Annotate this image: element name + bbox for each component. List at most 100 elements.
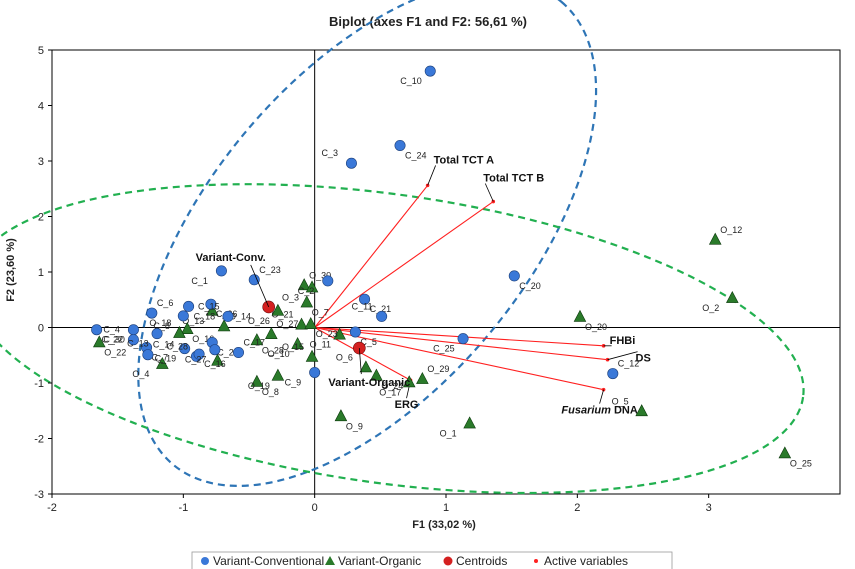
point-label: O_18 [149, 318, 171, 328]
variable-vector [314, 201, 494, 328]
legend-symbol-variables [534, 559, 538, 563]
point-label: O_25 [790, 458, 812, 468]
conventional-point [309, 366, 321, 378]
organic-point [265, 327, 278, 339]
conventional-point [193, 348, 205, 360]
point-label: C_16 [204, 359, 226, 369]
conventional-point [146, 307, 158, 319]
point-label: O_2 [702, 303, 719, 313]
variable-vector [314, 185, 429, 328]
conventional-point [394, 139, 406, 151]
conventional-point [222, 310, 234, 322]
point-label: C_14 [153, 340, 175, 350]
point-label: O_15 [282, 342, 304, 352]
point-label: O_10 [268, 349, 290, 359]
conventional-point [424, 65, 436, 77]
x-tick-label: 3 [706, 502, 712, 514]
x-tick-label: -1 [178, 502, 188, 514]
organic-point [573, 309, 587, 322]
conventional-point [345, 157, 357, 169]
point-label: C_15 [198, 301, 220, 311]
conventional-point [183, 300, 195, 312]
conventional-point [248, 274, 260, 286]
conventional-point [142, 349, 154, 361]
point-label: O_29 [427, 364, 449, 374]
point-label: C_29 [217, 347, 239, 357]
conventional-point [127, 324, 139, 336]
variable-leader [599, 389, 604, 404]
organic-point [291, 337, 304, 349]
point-label: C_17 [243, 337, 265, 347]
x-tick-label: 1 [443, 502, 449, 514]
point-label: O_28 [262, 345, 284, 355]
variable-label: DS [636, 353, 651, 365]
point-label: C_20 [519, 281, 541, 291]
point-label: O_14 [229, 311, 251, 321]
conventional-point [322, 275, 334, 287]
organic-point [295, 317, 308, 330]
y-tick-label: -3 [34, 489, 44, 501]
x-tick-label: 2 [574, 502, 580, 514]
x-tick-label: -2 [47, 502, 57, 514]
centroid-label: Variant-Conv. [196, 252, 266, 264]
organic-point [271, 368, 285, 381]
conventional-point [349, 326, 361, 338]
y-tick-label: 3 [38, 156, 44, 168]
point-label: C_21 [370, 304, 392, 314]
organic-point [92, 335, 106, 348]
point-label: C_2 [298, 286, 315, 296]
organic-point [304, 317, 318, 329]
legend-symbol-organic [325, 556, 335, 565]
legend-box [191, 551, 673, 569]
organic-point [416, 371, 429, 384]
confidence-ellipse-conventional [137, 0, 598, 487]
point-label: O_5 [612, 396, 629, 406]
organic-point [359, 360, 373, 373]
organic-point [180, 322, 194, 334]
point-label: C_6 [157, 298, 174, 308]
conventional-point [359, 293, 371, 305]
variable-label: ERG [395, 399, 419, 411]
organic-point [333, 327, 346, 340]
centroid-leader [358, 348, 362, 375]
variable-label: Fusarium DNA [561, 405, 637, 417]
point-label: C_1 [191, 276, 208, 286]
point-label: C_3 [321, 148, 338, 158]
chart-title: Biplot (axes F1 and F2: 56,61 %) [329, 14, 527, 29]
organic-point [708, 232, 722, 245]
point-label: O_6 [336, 352, 353, 362]
y-tick-label: -1 [34, 378, 44, 390]
point-label: C_7 [152, 352, 169, 362]
point-label: O_23 [316, 329, 338, 339]
point-label: O_12 [720, 225, 742, 235]
organic-point [205, 303, 219, 316]
variable-point [491, 199, 496, 204]
conventional-point [215, 265, 227, 277]
conventional-point [508, 270, 520, 282]
point-label: O_20 [585, 322, 607, 332]
variable-label: Total TCT A [434, 154, 495, 166]
point-label: O_17 [379, 387, 401, 397]
organic-point [250, 333, 264, 346]
variable-label: FHBi [610, 335, 636, 347]
organic-point [402, 375, 416, 388]
point-label: C_13 [127, 339, 149, 349]
conventional-point [205, 298, 217, 310]
point-label: O_27 [276, 319, 298, 329]
legend: Variant-Conventional Variant-Organic Centr… [191, 551, 673, 569]
legend-label: Variant-Organic [338, 554, 421, 568]
y-axis-title: F2 (23,60 %) [5, 238, 17, 302]
variable-leader [484, 183, 494, 202]
organic-point [370, 368, 383, 381]
point-label: C_9 [285, 377, 302, 387]
point-label: O_8 [262, 387, 279, 397]
point-label: C_10 [400, 76, 422, 86]
legend-label: Centroids [456, 554, 507, 568]
variable-vector [314, 327, 411, 381]
conventional-point [127, 334, 139, 346]
conventional-point [607, 368, 619, 380]
y-tick-label: 1 [38, 267, 44, 279]
point-label: C_22 [102, 335, 124, 345]
organic-point [463, 416, 476, 429]
